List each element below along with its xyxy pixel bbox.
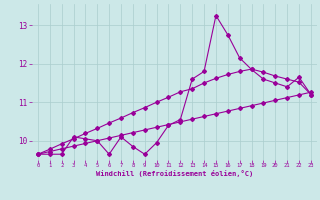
X-axis label: Windchill (Refroidissement éolien,°C): Windchill (Refroidissement éolien,°C) (96, 170, 253, 177)
